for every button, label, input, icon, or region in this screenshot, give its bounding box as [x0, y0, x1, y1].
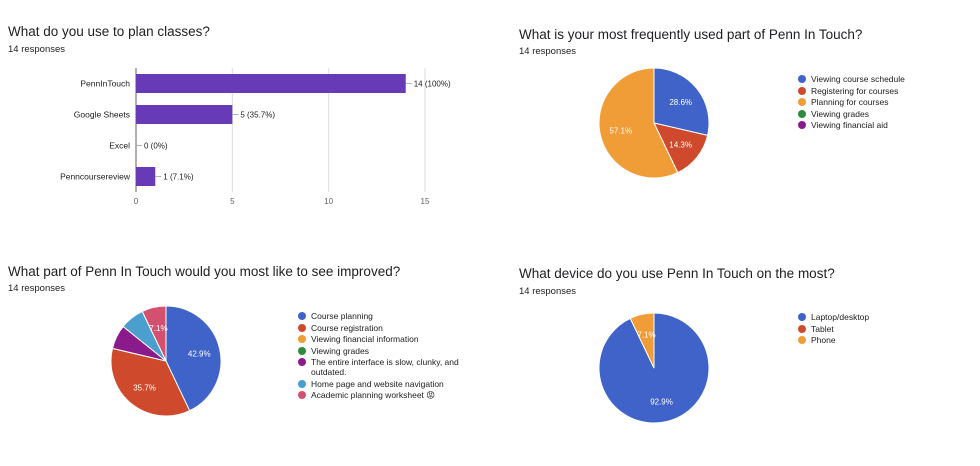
pie-slice: [653, 67, 710, 136]
chart-legend: Course planning Course registration Viewin…: [298, 311, 470, 402]
value-label: 14 (100%): [414, 80, 451, 89]
legend-item: The entire interface is slow, clunky, an…: [298, 357, 470, 377]
legend-swatch: [298, 379, 306, 388]
x-tick-label: 15: [421, 197, 430, 206]
legend-swatch: [798, 324, 806, 333]
legend-label: Viewing grades: [811, 108, 869, 119]
slice-label: 42.9%: [188, 350, 211, 359]
value-label: 5 (35.7%): [240, 111, 275, 120]
legend-label: Planning for courses: [811, 97, 889, 107]
legend-item: Viewing financial aid: [798, 120, 973, 130]
bar: [136, 74, 406, 93]
category-label: Penncoursereview: [60, 172, 131, 182]
value-label: 1 (7.1%): [163, 173, 194, 182]
legend-swatch: [298, 335, 306, 343]
pie-slice: [629, 312, 655, 369]
question-title: What device do you use Penn In Touch on …: [519, 266, 835, 281]
legend-swatch: [798, 109, 806, 118]
response-count: 14 responses: [8, 44, 66, 55]
response-count: 14 responses: [519, 46, 577, 57]
chart-legend: Viewing course schedule Registering for c…: [798, 74, 973, 132]
legend-label: Laptop/desktop: [811, 312, 870, 322]
slice-label: 7.1%: [149, 324, 167, 333]
x-tick-label: 5: [230, 197, 235, 206]
legend-item: Viewing financial information: [298, 334, 470, 344]
legend-swatch: [798, 86, 806, 95]
legend-label: Viewing financial aid: [811, 120, 888, 130]
legend-swatch: [798, 75, 806, 83]
response-count: 14 responses: [8, 283, 66, 294]
legend-label: Viewing financial information: [311, 334, 419, 344]
legend-swatch: [798, 336, 806, 344]
legend-item: Home page and website navigation: [298, 379, 470, 389]
legend-item: Tablet: [798, 324, 968, 334]
legend-label: Viewing course schedule: [811, 74, 905, 84]
legend-item: Registering for courses: [798, 86, 973, 96]
pie-chart: 42.9% 35.7% 7.1%: [110, 305, 222, 417]
pie-slice: [141, 305, 167, 362]
pie-slice: [110, 347, 191, 417]
panel-plan-classes: What do you use to plan classes? 14 resp…: [0, 0, 490, 233]
legend-swatch: [298, 312, 306, 320]
bar-chart: 0 5 10 15 PennInTouch 14 (100%) Google Sheets 5…: [60, 68, 451, 206]
slice-label: 57.1%: [609, 127, 632, 136]
slice-label: 28.6%: [669, 98, 692, 107]
legend-label: Course planning: [311, 311, 373, 321]
x-tick-label: 0: [134, 197, 139, 206]
pie-slice: [165, 305, 222, 412]
legend-label: Home page and website navigation: [311, 378, 444, 389]
chart-legend: Laptop/desktop Tablet Phone: [798, 312, 968, 347]
legend-swatch: [298, 346, 306, 355]
pie-chart: 92.9% 7.1%: [598, 312, 710, 424]
legend-label: Academic planning worksheet 😡: [311, 390, 436, 400]
slice-label: 14.3%: [669, 140, 692, 149]
legend-label: Viewing grades: [311, 345, 369, 356]
legend-label: Registering for courses: [811, 85, 899, 96]
legend-item: Viewing grades: [298, 346, 470, 356]
panel-improvement: What part of Penn In Touch would you mos…: [0, 233, 490, 466]
response-count: 14 responses: [519, 286, 577, 297]
slice-label: 92.9%: [650, 397, 673, 406]
question-title: What part of Penn In Touch would you mos…: [8, 264, 401, 279]
bar: [136, 105, 233, 124]
bar: [136, 167, 156, 186]
legend-swatch: [298, 358, 306, 366]
pie-chart: 28.6% 14.3% 57.1%: [598, 67, 710, 179]
legend-swatch: [298, 323, 306, 332]
value-label: 0 (0%): [144, 142, 168, 151]
legend-item: Course registration: [298, 323, 470, 333]
pie-slice: [598, 67, 679, 179]
slice-label: 7.1%: [637, 331, 655, 340]
legend-swatch: [798, 98, 806, 106]
legend-item: Academic planning worksheet 😡: [298, 390, 470, 400]
legend-label: Tablet: [811, 323, 834, 334]
question-title: What do you use to plan classes?: [8, 24, 210, 39]
legend-label: Course registration: [311, 322, 383, 333]
legend-item: Phone: [798, 335, 968, 345]
legend-swatch: [798, 313, 806, 321]
legend-swatch: [298, 391, 306, 399]
slice-label: 35.7%: [133, 384, 156, 393]
category-label: PennInTouch: [80, 79, 130, 89]
category-label: Google Sheets: [74, 110, 130, 120]
category-label: Excel: [109, 141, 130, 151]
legend-item: Viewing grades: [798, 109, 973, 119]
legend-item: Course planning: [298, 311, 470, 321]
legend-label: Phone: [811, 335, 836, 345]
legend-swatch: [798, 121, 806, 129]
panel-frequent-use: What is your most frequently used part o…: [490, 0, 980, 233]
panel-device: What device do you use Penn In Touch on …: [490, 233, 980, 466]
x-tick-label: 10: [324, 197, 333, 206]
legend-label: The entire interface is slow, clunky, an…: [311, 357, 459, 377]
legend-item: Viewing course schedule: [798, 74, 973, 84]
legend-item: Laptop/desktop: [798, 312, 968, 322]
question-title: What is your most frequently used part o…: [519, 27, 863, 42]
legend-item: Planning for courses: [798, 97, 973, 107]
